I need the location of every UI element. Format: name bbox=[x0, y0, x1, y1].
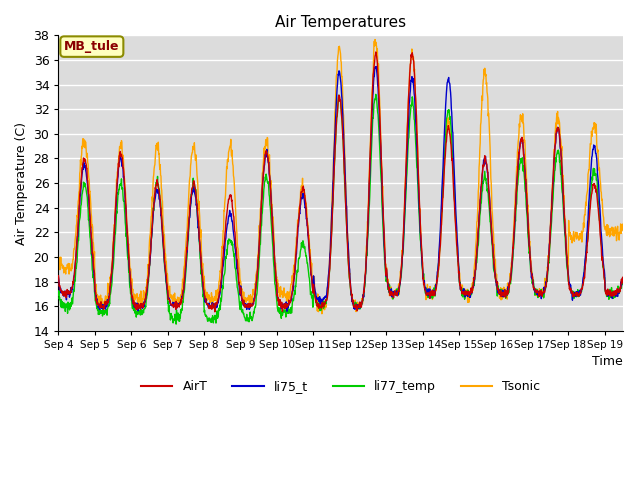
li75_t bbox=[372, 64, 380, 70]
Tsonic bbox=[545, 249, 553, 255]
li75_t bbox=[545, 252, 553, 258]
AirT bbox=[269, 232, 276, 238]
Tsonic bbox=[54, 253, 62, 259]
li75_t bbox=[218, 281, 225, 287]
Line: Tsonic: Tsonic bbox=[58, 39, 623, 314]
AirT bbox=[156, 192, 164, 198]
AirT bbox=[211, 309, 219, 315]
Text: MB_tule: MB_tule bbox=[64, 40, 120, 53]
li77_temp bbox=[372, 91, 380, 97]
AirT bbox=[372, 49, 380, 55]
li77_temp bbox=[54, 292, 62, 298]
Legend: AirT, li75_t, li77_temp, Tsonic: AirT, li75_t, li77_temp, Tsonic bbox=[136, 375, 545, 398]
li77_temp bbox=[218, 294, 225, 300]
li75_t bbox=[269, 222, 276, 228]
li77_temp bbox=[619, 276, 627, 282]
li75_t bbox=[54, 275, 62, 280]
Tsonic bbox=[318, 311, 326, 317]
li75_t bbox=[166, 301, 174, 307]
Title: Air Temperatures: Air Temperatures bbox=[275, 15, 406, 30]
Tsonic bbox=[218, 259, 225, 264]
li77_temp bbox=[483, 181, 490, 187]
AirT bbox=[54, 273, 62, 278]
Line: AirT: AirT bbox=[58, 52, 623, 312]
li75_t bbox=[156, 197, 164, 203]
AirT bbox=[619, 274, 627, 280]
Tsonic bbox=[483, 82, 490, 87]
li77_temp bbox=[166, 317, 174, 323]
Tsonic bbox=[619, 228, 627, 233]
AirT bbox=[166, 300, 174, 306]
Line: li77_temp: li77_temp bbox=[58, 94, 623, 324]
li77_temp bbox=[545, 260, 553, 266]
Tsonic bbox=[166, 295, 174, 300]
AirT bbox=[483, 160, 490, 166]
AirT bbox=[218, 272, 225, 278]
Y-axis label: Air Temperature (C): Air Temperature (C) bbox=[15, 121, 28, 245]
Line: li75_t: li75_t bbox=[58, 67, 623, 311]
li75_t bbox=[619, 277, 627, 283]
li77_temp bbox=[269, 244, 276, 250]
li77_temp bbox=[172, 321, 180, 327]
li75_t bbox=[283, 308, 291, 314]
Tsonic bbox=[371, 36, 379, 42]
li75_t bbox=[483, 161, 490, 167]
Tsonic bbox=[269, 217, 276, 223]
X-axis label: Time: Time bbox=[592, 355, 623, 369]
Tsonic bbox=[156, 167, 164, 172]
li77_temp bbox=[156, 197, 164, 203]
AirT bbox=[545, 250, 553, 256]
